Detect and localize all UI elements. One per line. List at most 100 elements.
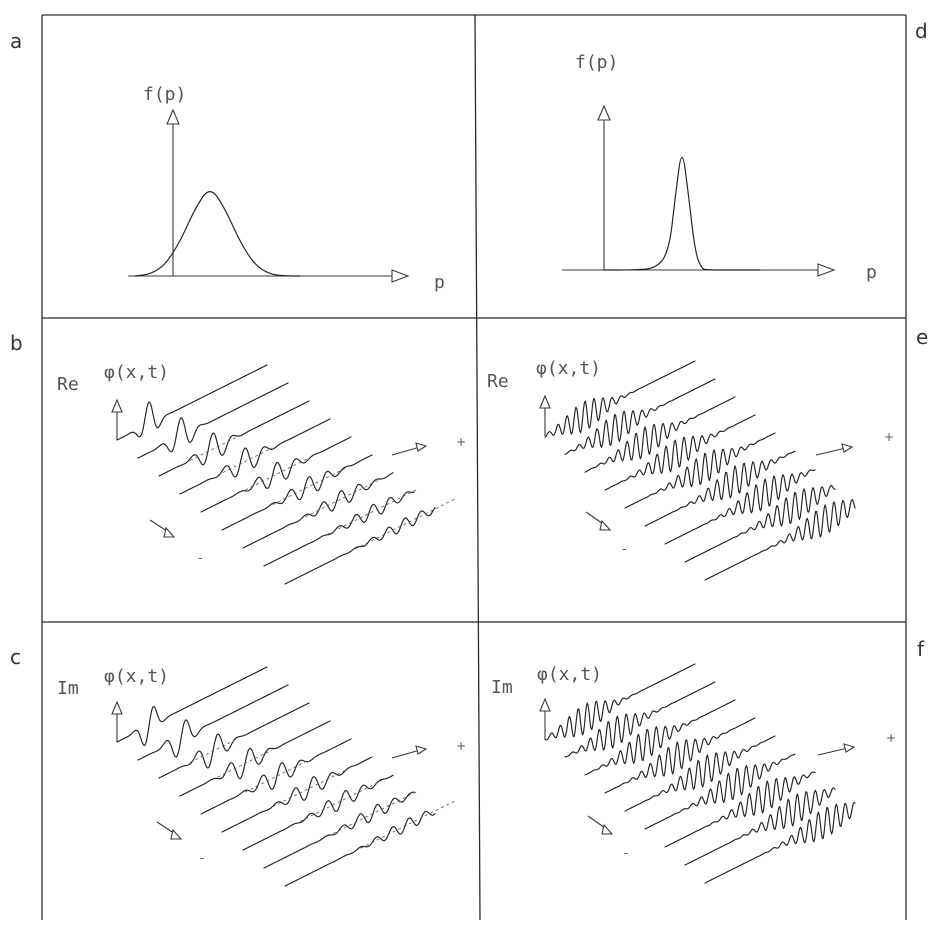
panel-a-distribution-curve [134, 191, 301, 277]
frame-divider-vertical [474, 14, 481, 921]
waves-c-row-5 [200, 738, 352, 815]
waves-b-baseline-4 [217, 447, 273, 476]
panel-a-y-arrow [166, 108, 180, 125]
waves-c-row-4 [179, 720, 331, 797]
panel-f-t-arrowhead [601, 823, 614, 835]
panel-b-x-arrowhead [415, 442, 428, 452]
waves-b-row-8 [263, 491, 415, 567]
panel-c: Im φ(x,t) - + [57, 666, 466, 887]
waves-b-row-2 [137, 382, 289, 459]
panel-e-x-arrowhead [841, 443, 854, 453]
waves-e-row-4 [604, 414, 756, 491]
panel-d-ylabel: f(p) [575, 52, 618, 73]
waves-e-row-9 [704, 499, 856, 581]
panel-b-x-marker: + [456, 435, 466, 449]
panel-f-x-marker: + [886, 731, 896, 745]
panel-d-y-arrow [597, 104, 611, 121]
waves-f-row-9 [704, 801, 856, 884]
waves-b-baseline-6 [272, 467, 346, 506]
panel-e-wave-stack [539, 360, 856, 581]
waves-f-row-8 [684, 787, 836, 866]
panel-letter-a: a [10, 29, 22, 53]
waves-e-row-6 [644, 450, 796, 527]
waves-b-value-axis-arrow [111, 398, 123, 413]
waves-b-row-7 [242, 472, 394, 549]
panel-c-part-label: Im [57, 678, 79, 699]
waves-b-baseline-3 [189, 437, 237, 461]
waves-c-row-1 [116, 666, 268, 747]
panel-e-function-label: φ(x,t) [536, 358, 601, 379]
panel-e-x-arrow [815, 447, 847, 456]
waves-b-row-5 [200, 436, 352, 513]
panel-d-distribution-curve [603, 156, 761, 271]
waves-f-row-4 [604, 717, 756, 794]
waves-f-row-1 [544, 663, 696, 741]
panel-b-function-label: φ(x,t) [104, 362, 169, 383]
waves-b-row-3 [158, 400, 310, 477]
panel-f-t-marker: - [624, 846, 628, 860]
waves-c-row-9 [284, 810, 436, 887]
panel-letter-b: b [10, 331, 23, 355]
panel-e-part-label: Re [487, 371, 509, 392]
waves-c-row-8 [263, 791, 415, 869]
figure-frame [41, 14, 907, 921]
waves-c-baseline-4 [217, 749, 273, 778]
panel-b-t-arrowhead [163, 526, 176, 538]
waves-e-row-1 [544, 360, 696, 438]
waves-f-value-axis-arrow [539, 697, 551, 712]
panel-letter-c: c [10, 645, 21, 669]
panel-letter-d: d [915, 19, 928, 43]
panel-c-t-marker: - [200, 851, 204, 865]
panel-f-wave-stack [539, 663, 856, 884]
panel-d: f(p) p [562, 52, 877, 283]
waves-b-row-1 [116, 364, 268, 441]
waves-e-value-axis-arrow [539, 394, 551, 409]
panel-f-x-arrowhead [843, 743, 856, 753]
waves-f-row-2 [564, 681, 716, 758]
waves-c-row-7 [242, 774, 394, 851]
waves-b-row-9 [284, 507, 436, 585]
panel-b-x-arrow [391, 446, 421, 456]
panel-e-x-marker: + [884, 430, 894, 444]
panel-c-x-arrowhead [415, 745, 428, 755]
waves-e-row-5 [624, 432, 776, 509]
panel-d-xlabel: p [866, 262, 877, 283]
waves-c-value-axis-arrow [111, 700, 123, 715]
panel-e: Re φ(x,t) - + [487, 358, 894, 581]
panel-c-function-label: φ(x,t) [104, 666, 169, 687]
waves-b-row-4 [179, 418, 331, 495]
waves-b-row-6 [221, 454, 373, 531]
panel-letter-f: f [917, 637, 925, 661]
waves-f-row-6 [644, 753, 796, 830]
panel-f-function-label: φ(x,t) [537, 664, 602, 685]
panel-f-x-arrow [817, 747, 849, 756]
waves-c-row-6 [221, 756, 373, 833]
panel-a-xlabel: p [434, 272, 445, 293]
panel-a-x-arrow [391, 269, 410, 283]
panel-e-t-marker: - [622, 542, 626, 556]
waves-e-row-8 [684, 484, 836, 563]
waves-c-baseline-8 [327, 790, 419, 837]
waves-c-baseline-3 [189, 739, 237, 763]
waves-f-row-5 [624, 735, 776, 812]
panel-e-t-arrowhead [599, 519, 612, 531]
panel-b-t-marker: - [198, 551, 202, 565]
waves-c-row-2 [137, 684, 289, 761]
panel-c-x-arrow [391, 749, 421, 759]
panel-d-x-arrow [817, 263, 836, 277]
waves-f-row-3 [584, 699, 736, 776]
panel-a-ylabel: f(p) [143, 84, 186, 105]
panel-c-x-marker: + [456, 739, 466, 753]
panel-f: Im φ(x,t) - + [491, 663, 896, 884]
panel-letter-e: e [916, 325, 928, 349]
waves-b-baseline-8 [327, 488, 419, 535]
panel-c-t-arrowhead [170, 828, 183, 840]
waves-c-baseline-6 [272, 769, 346, 808]
panel-b-part-label: Re [57, 374, 79, 395]
waves-e-row-3 [584, 396, 736, 473]
panel-b-wave-stack [111, 364, 455, 585]
waves-f-row-7 [664, 771, 816, 848]
waves-e-row-2 [564, 378, 716, 455]
panel-a: f(p) p [128, 84, 445, 293]
